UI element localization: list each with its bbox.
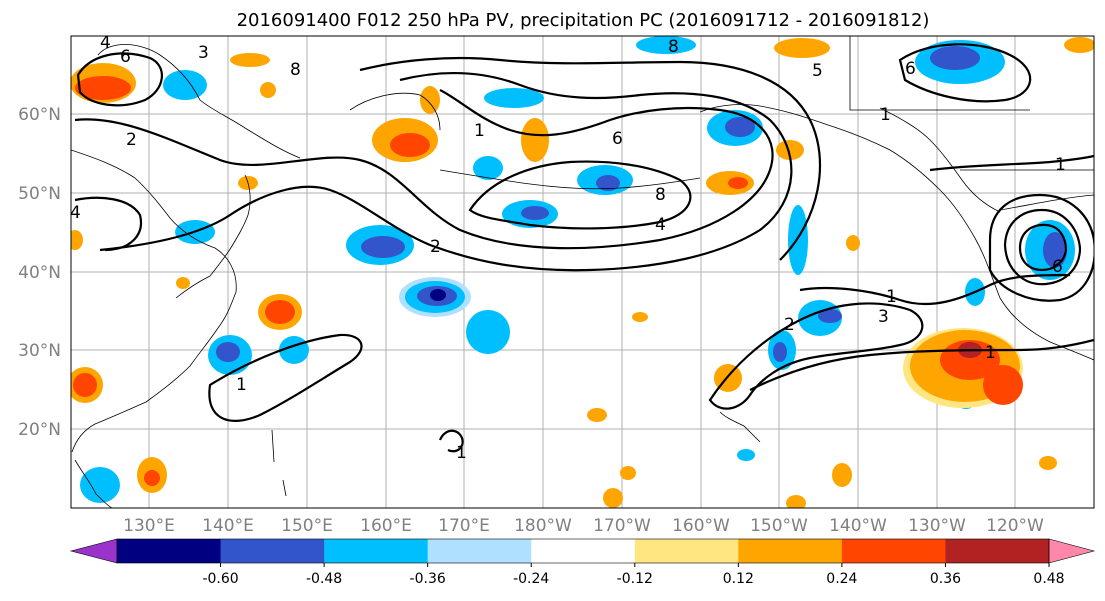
- contour-label: 6: [905, 59, 916, 79]
- colorbar-segment: [738, 539, 843, 563]
- colorbar-tick-label: -0.12: [617, 571, 653, 587]
- longitude-labels: 130°E 140°E 150°E 160°E 170°E 180°W 170°…: [123, 516, 1044, 536]
- latitude-labels: 60°N 50°N 40°N 30°N 20°N: [18, 105, 61, 440]
- colorbar-tick-label: -0.60: [202, 571, 238, 587]
- lon-label: 130°W: [908, 516, 966, 536]
- colorbar-segment: [531, 539, 636, 563]
- colorbar-frame: [116, 538, 1050, 564]
- lat-label: 60°N: [18, 105, 61, 125]
- colorbar-segment: [117, 539, 222, 563]
- colorbar-tick-label: -0.24: [513, 571, 549, 587]
- colorbar-extend-min: [69, 538, 118, 564]
- colorbar: -0.60 -0.48 -0.36 -0.24 -0.12 0.12 0.24 0.36 0.4…: [69, 538, 1096, 587]
- contour-label: 1: [474, 121, 485, 141]
- contour-label: 1: [456, 443, 467, 463]
- contour-label: 2: [430, 237, 441, 257]
- lon-label: 140°W: [829, 516, 887, 536]
- contour-label: 1: [886, 287, 897, 307]
- lat-label: 20°N: [18, 420, 61, 440]
- colorbar-segment: [841, 539, 946, 563]
- contour-label: 6: [120, 47, 131, 67]
- colorbar-tick-label: 0.48: [1033, 571, 1064, 587]
- colorbar-segments: [69, 538, 1096, 564]
- colorbar-segment: [634, 539, 739, 563]
- lat-label: 40°N: [18, 263, 61, 283]
- coastlines: [71, 36, 1094, 508]
- lat-label: 30°N: [18, 341, 61, 361]
- colorbar-tick-label: -0.36: [410, 571, 446, 587]
- contour-label: 4: [655, 215, 666, 235]
- colorbar-segment: [427, 539, 532, 563]
- lon-label: 150°E: [281, 516, 333, 536]
- figure-title: 2016091400 F012 250 hPa PV, precipitatio…: [237, 10, 930, 31]
- map-content: 4 6 3 8 2 1 5 6 8 4 6 8 2 1 3 1 1 1 1 2 …: [70, 33, 1094, 508]
- precip-shading: [71, 36, 1094, 508]
- contour-label: 1: [1055, 155, 1066, 175]
- contour-label: 8: [655, 185, 666, 205]
- contour-label: 6: [1052, 257, 1063, 277]
- lon-label: 160°E: [360, 516, 412, 536]
- contour-label: 8: [290, 60, 301, 80]
- colorbar-ticks: -0.60 -0.48 -0.36 -0.24 -0.12 0.12 0.24 0.36 0.4…: [202, 563, 1065, 587]
- colorbar-extend-max: [1048, 538, 1096, 564]
- contour-label: 1: [985, 343, 996, 363]
- contour-label: 4: [100, 33, 111, 53]
- colorbar-segment: [324, 539, 429, 563]
- contour-label: 1: [236, 375, 247, 395]
- contour-label: 3: [198, 43, 209, 63]
- lon-label: 160°W: [672, 516, 730, 536]
- contour-label: 2: [126, 130, 137, 150]
- lon-label: 140°E: [202, 516, 254, 536]
- colorbar-tick-label: 0.12: [723, 571, 754, 587]
- map-frame: [70, 35, 1095, 509]
- lon-label: 150°W: [750, 516, 808, 536]
- colorbar-tick-label: -0.48: [306, 571, 342, 587]
- contour-label: 6: [612, 129, 623, 149]
- lon-label: 130°E: [123, 516, 175, 536]
- lon-label: 120°W: [986, 516, 1044, 536]
- colorbar-tick-label: 0.36: [930, 571, 961, 587]
- contour-label: 1: [880, 105, 891, 125]
- colorbar-segment: [945, 539, 1050, 563]
- colorbar-segment: [220, 539, 325, 563]
- lon-label: 170°W: [593, 516, 651, 536]
- lon-label: 180°W: [514, 516, 572, 536]
- contour-label: 3: [878, 307, 889, 327]
- contour-label: 8: [668, 37, 679, 57]
- contour-label: 5: [812, 61, 823, 81]
- pv-contours: [74, 43, 1094, 453]
- lat-label: 50°N: [18, 184, 61, 204]
- contour-labels: 4 6 3 8 2 1 5 6 8 4 6 8 2 1 3 1 1 1 1 2 …: [70, 33, 1066, 463]
- colorbar-tick-label: 0.24: [826, 571, 857, 587]
- lon-label: 170°E: [438, 516, 490, 536]
- contour-label: 4: [70, 203, 81, 223]
- gridlines: [71, 36, 1094, 508]
- contour-label: 2: [784, 315, 795, 335]
